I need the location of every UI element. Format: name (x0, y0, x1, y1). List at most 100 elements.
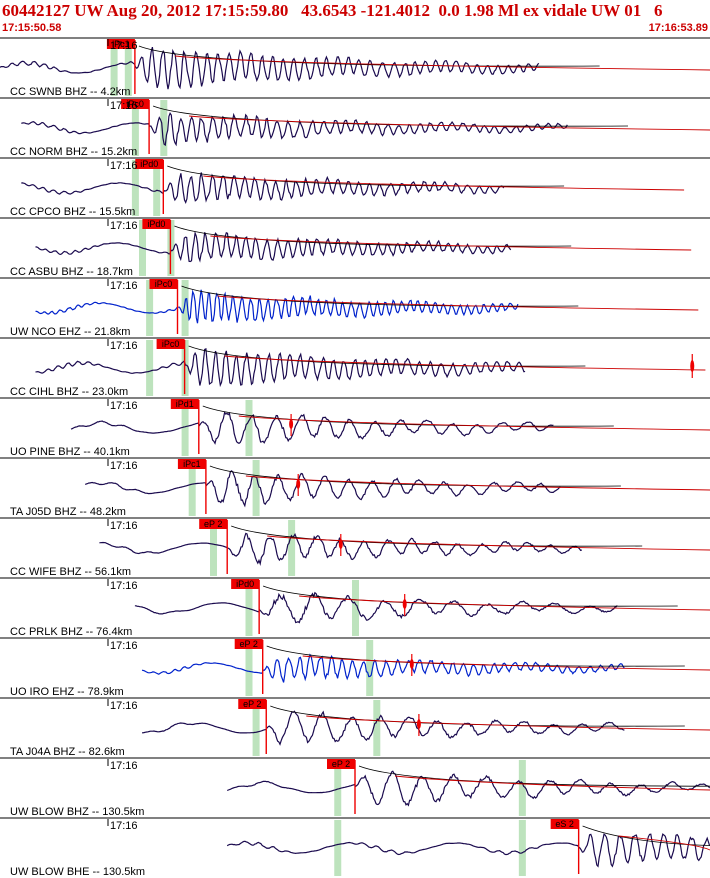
time-window-band (181, 280, 189, 336)
phase-pick-flag (170, 399, 199, 409)
waveform-trace (70, 411, 554, 445)
phase-pick-flag (238, 699, 267, 709)
coda-fit-curve (231, 525, 643, 547)
phase-pick-flag (550, 819, 579, 829)
phase-pick-flag (177, 459, 206, 469)
time-tick-label: 17:16 (110, 340, 138, 352)
phase-pick-label: eP 2 (332, 759, 350, 769)
s-pick-marker (409, 659, 414, 669)
phase-pick-flag (121, 99, 150, 109)
waveform-trace (84, 470, 561, 508)
time-window-band (110, 40, 118, 96)
phase-pick-label: iPc0 (162, 339, 180, 349)
phase-pick-flag (149, 279, 178, 289)
trace-row: iPc1 17:16 TA J05D BHZ -- 48.2km (0, 457, 710, 518)
time-tick-label: 17:16 (110, 100, 138, 112)
phase-pick-flag (234, 639, 263, 649)
coda-fit-curve (582, 825, 710, 846)
trace-row: iPd0 17:16 CC PRLK BHZ -- 76.4km (0, 577, 710, 638)
coda-model-curve (618, 835, 710, 851)
phase-pick-label: iPc0 (155, 279, 173, 289)
time-tick-label: 17:16 (110, 400, 138, 412)
record-header: 60442127 UW Aug 20, 2012 17:15:59.80 43.… (0, 0, 710, 38)
waveform-trace (134, 591, 618, 624)
time-window-band (245, 580, 253, 636)
station-label: CC ASBU BHZ -- 18.7km (10, 266, 133, 278)
time-tick-label: 17:16 (110, 820, 138, 832)
time-tick-label: 17:16 (110, 160, 138, 172)
coda-fit-curve (138, 45, 600, 67)
phase-pick-flag (106, 39, 135, 49)
time-tick-label: 17:16 (110, 40, 138, 52)
station-label: UO PINE BHZ -- 40.1km (10, 446, 130, 458)
window-start-time: 17:15:50.58 (2, 22, 62, 34)
coda-model-curve (210, 235, 692, 251)
time-window-band (153, 160, 161, 216)
event-title: 60442127 UW Aug 20, 2012 17:15:59.80 43.… (2, 1, 663, 20)
time-window-band (181, 400, 189, 456)
phase-pick-label: eP 2 (240, 639, 258, 649)
waveform-trace (226, 833, 710, 868)
time-tick-label: 17:16 (110, 580, 138, 592)
waveform-trace (226, 770, 710, 807)
waveform-trace (0, 46, 540, 90)
time-window-band (160, 100, 168, 156)
coda-model-curve (224, 355, 706, 371)
trace-row: iPc0 17:16 UW NCO EHZ -- 21.8km (0, 277, 710, 338)
phase-pick-label: eS 2 (555, 819, 574, 829)
s-pick-marker (338, 539, 343, 549)
phase-pick-flag (231, 579, 260, 589)
station-label: UO IRO EHZ -- 78.9km (10, 686, 124, 698)
station-label: UW BLOW BHE -- 130.5km (10, 866, 145, 878)
time-window-band (252, 460, 260, 516)
phase-pick-label: eP 2 (204, 519, 222, 529)
phase-pick-label: iPd0 (140, 159, 158, 169)
phase-pick-label: iPd0 (147, 219, 165, 229)
phase-pick-flag (142, 219, 171, 229)
trace-row: eP 2 17:16 UW BLOW BHZ -- 130.5km (0, 757, 710, 818)
coda-fit-curve (358, 765, 710, 787)
s-pick-marker (402, 599, 407, 609)
phase-pick-label: iPd0 (236, 579, 254, 589)
phase-pick-label: iPc1 (183, 459, 201, 469)
time-tick-label: 17:16 (110, 460, 138, 472)
waveform-trace (21, 172, 505, 204)
station-label: TA J04A BHZ -- 82.6km (10, 746, 125, 758)
phase-pick-flag (199, 519, 228, 529)
coda-fit-curve (262, 585, 678, 607)
coda-model-curve (306, 715, 710, 731)
coda-model-curve (189, 115, 710, 131)
trace-row: eP 2 17:16 CC WIFE BHZ -- 56.1km (0, 517, 710, 578)
time-window-band (518, 820, 526, 876)
waveform-trace (142, 710, 625, 746)
trace-row: iPd0 17:16 CC ASBU BHZ -- 18.7km (0, 217, 710, 278)
station-label: CC PRLK BHZ -- 76.4km (10, 626, 132, 638)
coda-model-curve (238, 415, 710, 431)
station-label: CC WIFE BHZ -- 56.1km (10, 566, 131, 578)
trace-row: eS 2 17:16 UW BLOW BHE -- 130.5km (0, 817, 710, 878)
phase-pick-label: iPc0 (126, 99, 144, 109)
extra-pick-marker (690, 360, 695, 372)
coda-model-curve (203, 175, 685, 191)
time-tick-label: 17:16 (110, 280, 138, 292)
s-pick-marker (289, 419, 294, 429)
trace-row: iPd1 17:16 UO PINE BHZ -- 40.1km (0, 397, 710, 458)
time-tick-label: 17:16 (110, 520, 138, 532)
time-window-band (146, 340, 154, 396)
time-window-band (334, 820, 342, 876)
time-tick-label: 17:16 (110, 700, 138, 712)
coda-model-curve (245, 475, 710, 491)
time-window-band (146, 280, 154, 336)
time-window-band (334, 760, 342, 816)
waveform-trace (35, 230, 512, 263)
waveform-trace (35, 348, 526, 388)
time-window-band (210, 520, 217, 576)
station-label: UW BLOW BHZ -- 130.5km (10, 806, 144, 818)
station-label: UW NCO EHZ -- 21.8km (10, 326, 130, 338)
s-pick-marker (296, 479, 301, 489)
time-window-band (131, 100, 139, 156)
time-tick-label: 17:16 (110, 760, 138, 772)
time-window-band (124, 40, 132, 96)
